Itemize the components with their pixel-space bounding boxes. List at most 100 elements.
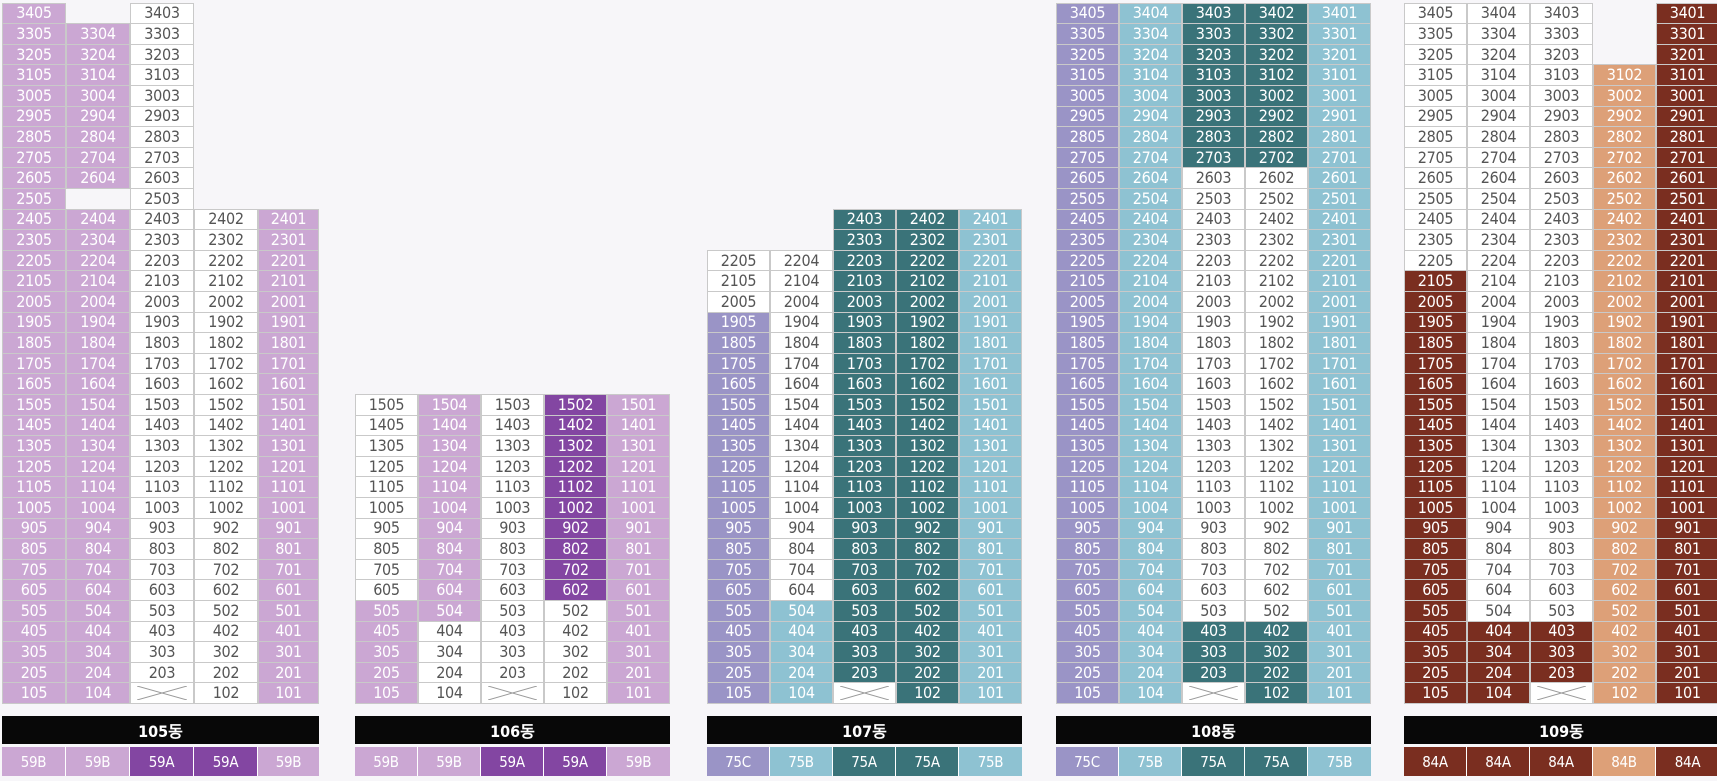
unit-cell[interactable]: 1004 [66, 496, 130, 519]
unit-cell[interactable]: 2005 [1056, 290, 1119, 313]
unit-cell[interactable]: 1502 [1245, 393, 1308, 416]
unit-cell[interactable]: 2302 [1593, 229, 1656, 251]
unit-cell[interactable]: 2504 [1467, 187, 1530, 210]
unit-cell[interactable]: 3103 [1530, 64, 1593, 86]
unit-cell[interactable]: 904 [66, 517, 130, 540]
unit-cell[interactable]: 505 [2, 599, 66, 622]
unit-cell[interactable]: 2305 [2, 229, 66, 251]
unit-cell[interactable]: 1403 [1182, 414, 1245, 437]
unit-cell[interactable]: 1001 [258, 496, 319, 519]
unit-cell[interactable]: 404 [1119, 620, 1182, 643]
unit-cell[interactable]: 204 [418, 661, 481, 684]
unit-cell[interactable]: 502 [1593, 599, 1656, 622]
unit-cell[interactable]: 1605 [707, 373, 770, 395]
unit-cell[interactable]: 602 [896, 579, 959, 601]
unit-cell[interactable]: 302 [544, 641, 607, 663]
unit-cell[interactable]: 804 [418, 538, 481, 560]
unit-cell[interactable]: 2503 [130, 187, 194, 210]
unit-cell[interactable]: 104 [1119, 682, 1182, 704]
unit-cell[interactable]: 1201 [959, 455, 1022, 478]
unit-cell[interactable]: 1203 [1530, 455, 1593, 478]
unit-cell[interactable]: 1305 [707, 435, 770, 457]
unit-cell[interactable]: 1905 [1404, 311, 1467, 334]
unit-cell[interactable]: 3201 [1308, 43, 1371, 66]
unit-cell[interactable]: 2001 [258, 290, 319, 313]
unit-cell[interactable]: 1303 [1530, 435, 1593, 457]
unit-cell[interactable]: 1505 [2, 393, 66, 416]
unit-cell[interactable]: 2104 [770, 270, 833, 292]
unit-cell[interactable]: 2205 [707, 249, 770, 272]
unit-cell[interactable]: 2202 [1593, 249, 1656, 272]
unit-cell[interactable]: 1503 [1182, 393, 1245, 416]
unit-cell[interactable]: 1104 [1467, 476, 1530, 498]
unit-cell[interactable]: 203 [130, 661, 194, 684]
unit-cell[interactable]: 2505 [1404, 187, 1467, 210]
unit-cell[interactable]: 1204 [1119, 455, 1182, 478]
unit-cell[interactable]: 403 [1530, 620, 1593, 643]
unit-cell[interactable]: 1501 [959, 393, 1022, 416]
unit-cell[interactable]: 1905 [707, 311, 770, 334]
unit-cell[interactable]: 1204 [418, 455, 481, 478]
unit-cell[interactable]: 101 [1656, 682, 1717, 704]
unit-cell[interactable]: 2804 [1119, 126, 1182, 148]
unit-cell[interactable]: 605 [2, 579, 66, 601]
unit-cell[interactable]: 704 [1119, 558, 1182, 581]
unit-cell[interactable]: 1102 [194, 476, 258, 498]
unit-cell[interactable]: 702 [1245, 558, 1308, 581]
unit-cell[interactable]: 605 [707, 579, 770, 601]
unit-cell[interactable]: 902 [896, 517, 959, 540]
unit-cell[interactable]: 2805 [2, 126, 66, 148]
unit-cell[interactable]: 3402 [1245, 2, 1308, 25]
unit-cell[interactable]: 503 [1182, 599, 1245, 622]
unit-cell[interactable]: 3403 [1182, 2, 1245, 25]
unit-cell[interactable]: 905 [1404, 517, 1467, 540]
unit-cell[interactable]: 1704 [1467, 352, 1530, 375]
unit-cell[interactable]: 2402 [1593, 208, 1656, 231]
unit-cell[interactable]: 1703 [1530, 352, 1593, 375]
unit-cell[interactable]: 2303 [833, 229, 896, 251]
unit-cell[interactable]: 2803 [130, 126, 194, 148]
unit-cell[interactable]: 2802 [1593, 126, 1656, 148]
unit-cell[interactable]: 2003 [833, 290, 896, 313]
unit-cell[interactable]: 504 [66, 599, 130, 622]
unit-cell[interactable]: 1802 [1593, 332, 1656, 354]
unit-cell[interactable]: 1203 [481, 455, 544, 478]
unit-cell[interactable]: 404 [1467, 620, 1530, 643]
unit-cell[interactable]: 502 [896, 599, 959, 622]
unit-cell[interactable]: 1403 [481, 414, 544, 437]
unit-cell[interactable]: 3104 [66, 64, 130, 86]
unit-cell[interactable]: 305 [355, 641, 418, 663]
unit-cell[interactable]: 1401 [258, 414, 319, 437]
unit-cell[interactable]: 2903 [1530, 105, 1593, 128]
unit-cell[interactable]: 2704 [1119, 146, 1182, 169]
unit-cell[interactable]: 1902 [1245, 311, 1308, 334]
unit-cell[interactable]: 402 [896, 620, 959, 643]
unit-cell[interactable]: 1804 [1467, 332, 1530, 354]
unit-cell[interactable]: 304 [1119, 641, 1182, 663]
unit-cell[interactable]: 1105 [1404, 476, 1467, 498]
unit-cell[interactable]: 2005 [707, 290, 770, 313]
unit-cell[interactable]: 1602 [1593, 373, 1656, 395]
unit-cell[interactable]: 604 [1467, 579, 1530, 601]
unit-cell[interactable]: 1603 [1530, 373, 1593, 395]
unit-cell[interactable]: 1701 [1656, 352, 1717, 375]
unit-cell[interactable]: 1401 [1656, 414, 1717, 437]
unit-cell[interactable]: 1601 [1308, 373, 1371, 395]
unit-cell[interactable]: 1704 [1119, 352, 1182, 375]
unit-cell[interactable]: 601 [258, 579, 319, 601]
unit-cell[interactable]: 1004 [1467, 496, 1530, 519]
unit-cell[interactable]: 3004 [66, 84, 130, 107]
unit-cell[interactable]: 2903 [130, 105, 194, 128]
unit-cell[interactable]: 1601 [959, 373, 1022, 395]
unit-cell[interactable]: 705 [1056, 558, 1119, 581]
unit-cell[interactable]: 2905 [1056, 105, 1119, 128]
unit-cell[interactable]: 1904 [1119, 311, 1182, 334]
unit-cell[interactable]: 2701 [1308, 146, 1371, 169]
unit-cell[interactable]: 2403 [1530, 208, 1593, 231]
unit-cell[interactable]: 2105 [1404, 270, 1467, 292]
unit-cell[interactable]: 2603 [1182, 167, 1245, 189]
unit-cell[interactable]: 1001 [1308, 496, 1371, 519]
unit-cell[interactable]: 1903 [833, 311, 896, 334]
unit-cell[interactable]: 1001 [1656, 496, 1717, 519]
unit-cell[interactable]: 405 [355, 620, 418, 643]
